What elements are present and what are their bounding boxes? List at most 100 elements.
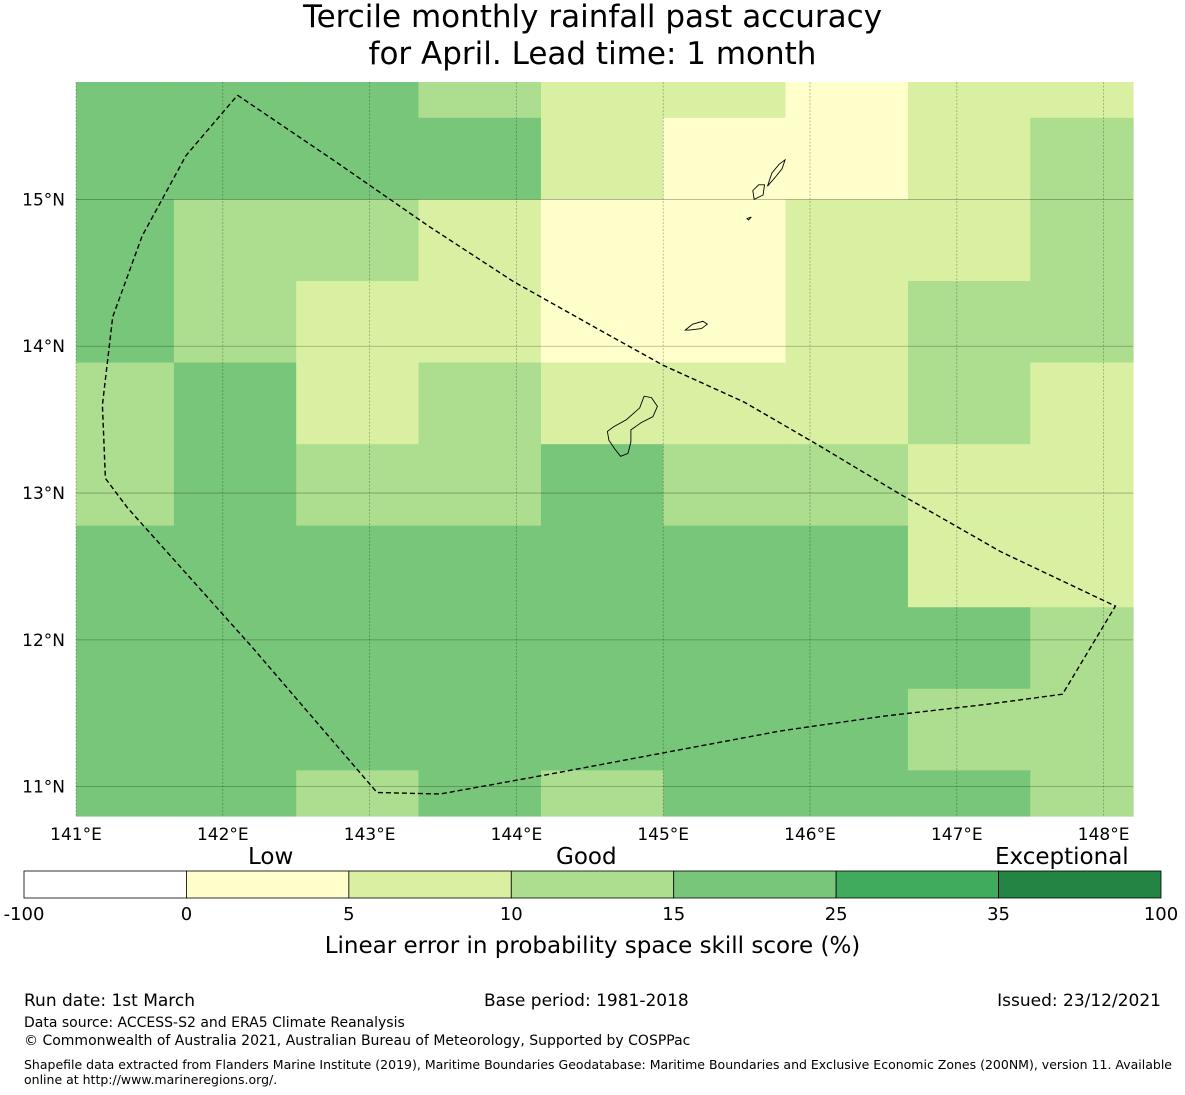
skill-cell: [296, 281, 420, 364]
skill-cell: [418, 82, 542, 119]
map-title-line-2: for April. Lead time: 1 month: [368, 36, 817, 72]
skill-cell: [296, 770, 420, 817]
data-source-text: Data source: ACCESS-S2 and ERA5 Climate …: [24, 1015, 405, 1031]
skill-cell: [296, 444, 420, 527]
skill-cell: [76, 770, 175, 817]
run-date-text: Run date: 1st March: [24, 991, 196, 1011]
colorbar-tick-label: 35: [987, 904, 1010, 925]
skill-cell: [418, 525, 542, 608]
colorbar-tick-label: -100: [4, 904, 45, 925]
skill-cell: [418, 362, 542, 445]
skill-cell: [296, 362, 420, 445]
colorbar-tick-label: 25: [825, 904, 848, 925]
latitude-tick-labels: 11°N 12°N 13°N 14°N 15°N: [22, 190, 65, 797]
colorbar-word-exceptional: Exceptional: [995, 844, 1129, 870]
skill-cell: [540, 607, 664, 690]
skill-cell: [418, 607, 542, 690]
colorbar-segment: [23, 870, 187, 899]
skill-cell: [540, 199, 664, 282]
skill-cell: [540, 82, 664, 119]
colorbar-segment: [673, 870, 837, 899]
skill-cell: [785, 281, 909, 364]
skill-cell: [663, 444, 787, 527]
colorbar-segment: [186, 870, 350, 899]
island-outline: [606, 395, 658, 457]
longitude-tick-labels: 141°E 142°E 143°E 144°E 145°E 146°E 147°E 148°E: [50, 825, 1129, 845]
lon-tick-label: 148°E: [1078, 825, 1130, 845]
base-period-text: Base period: 1981-2018: [484, 991, 689, 1011]
skill-cell: [663, 199, 787, 282]
colorbar-tick-label: 10: [500, 904, 523, 925]
skill-cell: [173, 117, 297, 201]
colorbar-segment: [510, 870, 675, 899]
skill-cell: [907, 525, 1031, 608]
skill-cell: [785, 444, 909, 527]
skill-cell: [1030, 199, 1134, 282]
island-outline: [683, 320, 709, 331]
skill-cell: [785, 770, 909, 817]
lon-tick-label: 141°E: [50, 825, 102, 845]
colorbar-segment: [998, 870, 1162, 899]
colorbar-tick-label: 0: [181, 904, 192, 925]
lon-tick-label: 145°E: [637, 825, 689, 845]
skill-cell: [1030, 607, 1134, 690]
lat-tick-label: 14°N: [22, 337, 65, 357]
lon-tick-label: 144°E: [491, 825, 543, 845]
skill-cell: [76, 281, 175, 364]
colorbar-tick-label: 5: [343, 904, 354, 925]
lat-lon-gridlines: [75, 82, 1133, 816]
skill-cell: [663, 688, 787, 771]
skill-cell: [418, 281, 542, 364]
colorbar-tick-labels: -100 0 5 10 15 25 35 100: [4, 904, 1179, 925]
skill-cell: [173, 444, 297, 527]
issued-date-text: Issued: 23/12/2021: [997, 991, 1161, 1011]
skill-cell: [540, 444, 664, 527]
skill-cell: [76, 525, 175, 608]
skill-cell: [76, 199, 175, 282]
skill-cell: [907, 82, 1031, 119]
skill-cell: [76, 117, 175, 201]
skill-cell: [173, 688, 297, 771]
skill-cell: [663, 607, 787, 690]
skill-cell: [76, 688, 175, 771]
skill-cell: [418, 117, 542, 201]
colorbar-tick-label: 15: [662, 904, 685, 925]
skill-cell: [540, 688, 664, 771]
eez-boundary-line: [101, 94, 1117, 795]
skill-cell: [907, 688, 1031, 771]
skill-cell: [907, 281, 1031, 364]
skill-cell: [785, 362, 909, 445]
lat-tick-label: 11°N: [22, 778, 65, 798]
skill-cell: [76, 444, 175, 527]
skill-cell: [540, 117, 664, 201]
skill-cell: [907, 444, 1031, 527]
skill-cell: [418, 688, 542, 771]
skill-cell: [540, 281, 664, 364]
skill-cell: [1030, 281, 1134, 364]
skill-cell: [173, 770, 297, 817]
copyright-text: © Commonwealth of Australia 2021, Austra…: [24, 1033, 691, 1049]
skill-cell: [1030, 770, 1134, 817]
skill-cell: [296, 199, 420, 282]
lon-tick-label: 146°E: [784, 825, 836, 845]
skill-cell: [540, 525, 664, 608]
island-outline: [767, 158, 786, 187]
lat-tick-label: 15°N: [22, 190, 65, 210]
colorbar-segment: [348, 870, 512, 899]
skill-cell: [785, 82, 909, 119]
lat-tick-label: 12°N: [22, 631, 65, 651]
skill-cell: [173, 525, 297, 608]
skill-cell: [296, 117, 420, 201]
map-title-line-1: Tercile monthly rainfall past accuracy: [302, 0, 883, 35]
skill-cell: [785, 688, 909, 771]
skill-cell: [540, 770, 664, 817]
skill-cell: [663, 117, 787, 201]
skill-cell: [296, 688, 420, 771]
lon-tick-label: 143°E: [344, 825, 396, 845]
colorbar-word-good: Good: [556, 844, 617, 870]
skill-cell: [907, 117, 1031, 201]
skill-cell: [418, 444, 542, 527]
skill-cell: [1030, 117, 1134, 201]
colorbar-caption: Linear error in probability space skill …: [324, 933, 861, 959]
